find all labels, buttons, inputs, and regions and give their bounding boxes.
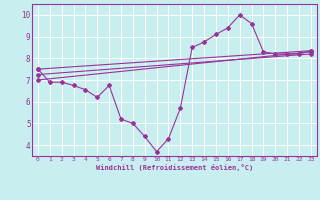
X-axis label: Windchill (Refroidissement éolien,°C): Windchill (Refroidissement éolien,°C) <box>96 164 253 171</box>
